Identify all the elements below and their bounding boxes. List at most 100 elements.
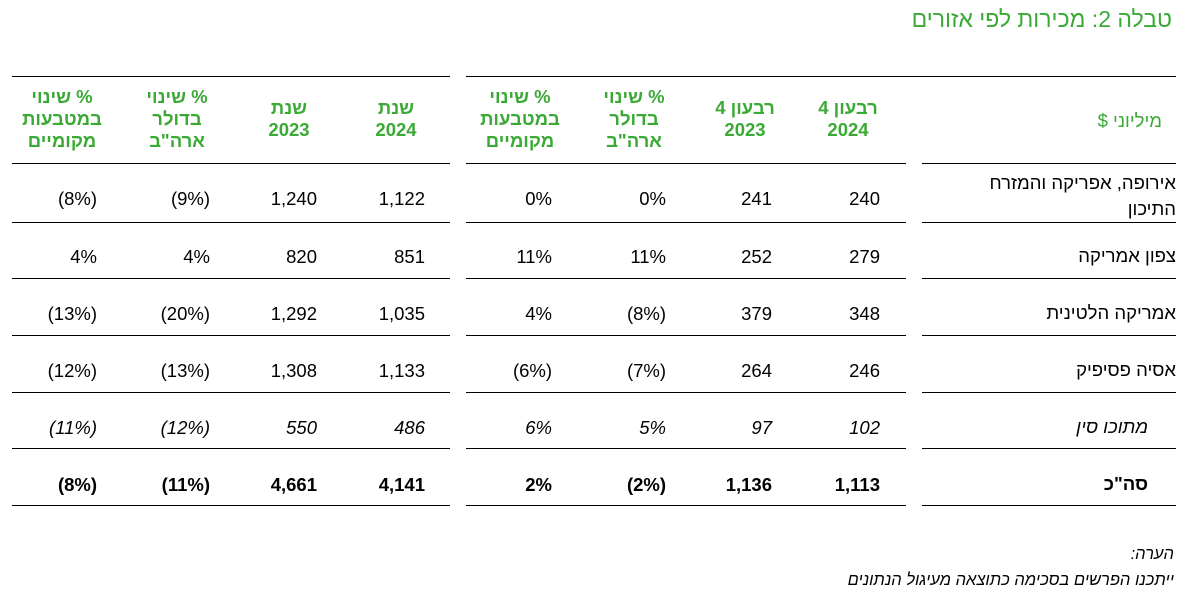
row-rule [466,505,906,506]
row-label: אסיה פסיפיק [1076,357,1176,383]
table-cell: (12%) [160,417,210,438]
table-cell: 550 [286,417,317,438]
column-header-line: במטבעות [22,108,102,129]
row-rule [466,222,906,223]
table-cell: 240 [849,188,880,209]
header-top-rule-left [12,76,450,77]
row-rule [922,505,1176,506]
header-bottom-rule-left [12,163,450,164]
table-cell: 246 [849,360,880,381]
table-cell: 1,308 [270,360,317,381]
row-label: סה"כ [1104,471,1148,497]
row-rule [12,392,450,393]
table-cell: 1,240 [270,188,317,209]
table-cell: 1,292 [270,303,317,324]
table-cell: 4,661 [270,474,317,495]
table-cell: 4% [70,246,97,267]
column-header-line: % שינוי [489,86,551,107]
units-label: מיליוני $ [1097,110,1162,131]
column-header-line: 2024 [827,119,869,140]
table-cell: 1,136 [725,474,772,495]
column-header-line: מקומיים [27,130,97,151]
table-cell: (9%) [170,188,210,209]
table-cell: 1,035 [378,303,425,324]
row-label-line: אירופה, אפריקה והמזרח [989,172,1177,193]
row-label: אירופה, אפריקה והמזרח התיכון [990,170,1177,222]
column-header-line: ארה"ב [149,130,205,151]
table-cell: 379 [741,303,772,324]
column-header: שנת 2024 [336,97,456,141]
table-cell: 102 [849,417,880,438]
column-header-line: % שינוי [146,86,208,107]
row-rule [466,278,906,279]
column-header-line: % שינוי [31,86,93,107]
row-label-line: צפון אמריקה [1078,245,1176,266]
table-cell: (13%) [47,303,97,324]
table-cell: (6%) [512,360,552,381]
table-cell: (12%) [47,360,97,381]
table-cell: 1,113 [834,474,880,495]
row-rule [12,505,450,506]
column-header-line: 2023 [724,119,766,140]
column-header-line: רבעון 4 [715,97,775,118]
table-cell: 1,122 [378,188,425,209]
column-header-line: שנת [270,97,308,118]
table-cell: (20%) [160,303,210,324]
table-cell: (13%) [160,360,210,381]
table-cell: 6% [525,417,552,438]
table-cell: 2% [525,474,552,495]
row-rule [466,335,906,336]
column-header-line: במטבעות [480,108,560,129]
row-rule [922,448,1176,449]
table-cell: 820 [286,246,317,267]
column-header-line: בדולר [609,108,659,129]
table-cell: 252 [741,246,772,267]
table-cell: (8%) [57,188,97,209]
row-rule [922,222,1176,223]
row-rule [12,335,450,336]
row-label-line: מתוכו סין [1076,416,1148,437]
row-label: מתוכו סין [1076,414,1148,440]
row-label-line: אמריקה הלטינית [1046,302,1176,323]
column-header-line: בדולר [152,108,202,129]
column-header-line: 2024 [375,119,417,140]
table-cell: 11% [630,246,666,267]
column-header-line: % שינוי [603,86,665,107]
row-rule [922,335,1176,336]
table-cell: 851 [394,246,425,267]
column-header: % שינוי במטבעות מקומיים [460,86,580,152]
column-header: % שינוי בדולר ארה"ב [574,86,694,152]
column-header-line: שנת [377,97,415,118]
note-text: ייתכנו הפרשים בסכימה כתוצאה מעיגול הנתונ… [847,571,1174,589]
row-rule [12,278,450,279]
table-cell: 264 [741,360,772,381]
table-cell: 0% [639,188,666,209]
column-header: רבעון 4 2024 [788,97,908,141]
table-cell: 97 [751,417,772,438]
table-cell: (11%) [49,417,97,438]
row-label-line: אסיה פסיפיק [1076,359,1176,380]
row-rule [922,278,1176,279]
header-bottom-rule-mid [466,163,906,164]
header-top-rule-right [466,76,1176,77]
row-label: צפון אמריקה [1078,243,1176,269]
column-header: רבעון 4 2023 [685,97,805,141]
row-label-line: סה"כ [1103,473,1148,494]
table-cell: 486 [394,417,425,438]
table-cell: 1,133 [378,360,425,381]
row-rule [12,222,450,223]
column-header-line: רבעון 4 [818,97,878,118]
row-rule [466,392,906,393]
table-cell: (8%) [626,303,666,324]
row-rule [466,448,906,449]
column-header-line: 2023 [268,119,310,140]
column-header: % שינוי במטבעות מקומיים [2,86,122,152]
table-cell: 0% [525,188,552,209]
table-cell: 348 [849,303,880,324]
column-header-line: מקומיים [485,130,555,151]
table-cell: 4,141 [378,474,425,495]
column-header-line: ארה"ב [606,130,662,151]
table-cell: 11% [516,246,552,267]
row-label: אמריקה הלטינית [1046,300,1176,326]
table-cell: (2%) [626,474,666,495]
